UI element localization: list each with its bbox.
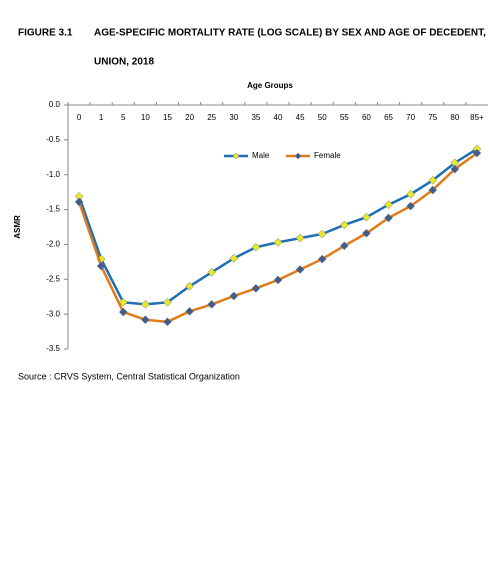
y-tick-label: -1.5: [46, 205, 60, 214]
x-tick-label: 0: [77, 113, 82, 122]
legend-marker: [232, 152, 240, 160]
x-tick-label: 15: [163, 113, 172, 122]
series-line: [77, 152, 478, 324]
data-point: [141, 315, 150, 325]
legend-label: Female: [314, 151, 341, 160]
data-point: [163, 297, 172, 307]
x-tick-label: 80: [450, 113, 459, 122]
data-point: [118, 297, 128, 307]
x-tick-label: 50: [318, 113, 327, 122]
x-tick-label: 40: [274, 113, 283, 122]
x-tick-label: 65: [384, 113, 393, 122]
x-tick-label: 60: [362, 113, 371, 122]
x-tick-label: 70: [406, 113, 415, 122]
data-point: [229, 254, 239, 263]
data-point: [74, 197, 84, 207]
source-note: Source : CRVS System, Central Statistica…: [18, 371, 240, 381]
chart-title: AGE-SPECIFIC MORTALITY RATE (LOG SCALE) …: [94, 28, 486, 39]
x-tick-label: 5: [121, 113, 126, 122]
data-point: [295, 265, 305, 274]
x-tick-label: 55: [340, 113, 349, 122]
data-point: [96, 261, 106, 271]
x-tick-label: 85+: [470, 113, 484, 122]
data-point: [295, 233, 305, 243]
data-point: [428, 185, 438, 195]
data-point: [251, 283, 261, 293]
data-point: [384, 213, 393, 223]
y-tick-label: -0.5: [46, 135, 60, 144]
data-point: [273, 237, 283, 247]
y-tick-label: -3.5: [46, 344, 60, 353]
legend-marker: [294, 152, 302, 160]
y-tick-label: -2.0: [46, 240, 60, 249]
x-tick-label: 45: [296, 113, 305, 122]
y-tick-label: 0.0: [49, 100, 61, 109]
x-tick-label: 10: [141, 113, 150, 122]
x-tick-label: 25: [207, 113, 216, 122]
data-point: [362, 212, 371, 222]
y-axis-label: ASMR: [13, 215, 22, 239]
x-tick-label: 1: [99, 113, 104, 122]
y-tick-label: -1.0: [46, 170, 60, 179]
data-point: [163, 317, 172, 327]
data-point: [428, 175, 438, 185]
data-point: [450, 164, 460, 174]
data-point: [384, 200, 393, 210]
data-point: [406, 189, 415, 199]
x-tick-label: 35: [251, 113, 260, 122]
y-tick-label: -2.5: [46, 274, 60, 283]
x-axis-label: Age Groups: [247, 81, 293, 90]
data-point: [317, 229, 327, 239]
data-point: [185, 307, 194, 316]
data-point: [317, 254, 327, 264]
data-point: [339, 241, 349, 251]
data-point: [185, 281, 194, 291]
x-tick-label: 30: [229, 113, 238, 122]
data-point: [207, 300, 217, 309]
y-tick-label: -3.0: [46, 309, 60, 318]
data-point: [406, 201, 415, 211]
x-tick-label: 75: [428, 113, 437, 122]
data-point: [118, 307, 128, 317]
data-point: [251, 242, 261, 252]
chart-title: UNION, 2018: [94, 57, 154, 68]
legend-label: Male: [252, 151, 270, 160]
data-point: [339, 220, 349, 230]
figure-label: FIGURE 3.1: [18, 28, 73, 39]
data-point: [273, 275, 283, 285]
data-point: [472, 148, 482, 158]
data-point: [229, 291, 239, 301]
data-point: [141, 300, 150, 309]
x-tick-label: 20: [185, 113, 194, 122]
data-point: [362, 228, 371, 238]
data-point: [207, 267, 217, 277]
